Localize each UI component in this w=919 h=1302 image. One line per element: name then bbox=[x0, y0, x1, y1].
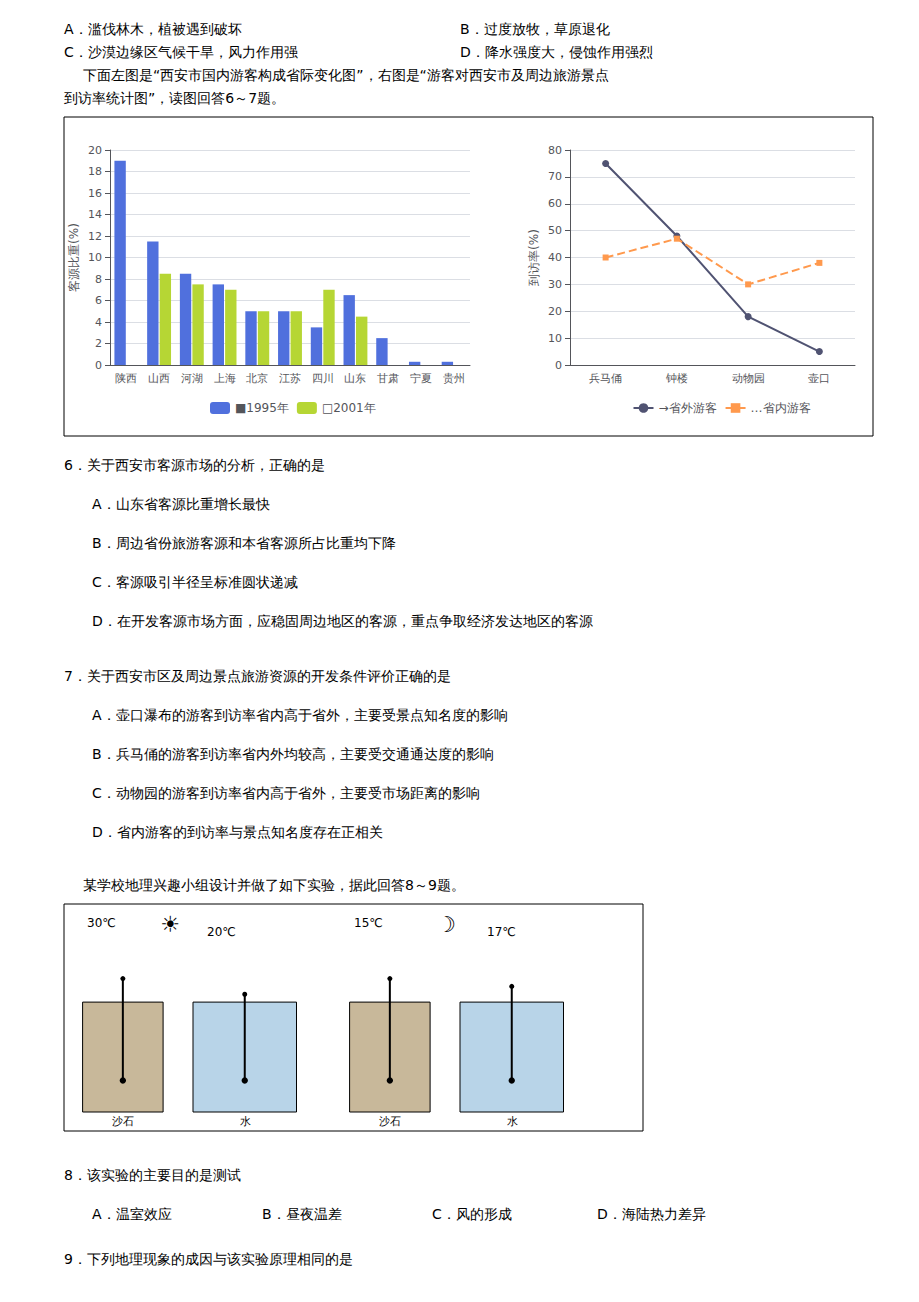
svg-text:沙石: 沙石 bbox=[112, 1115, 134, 1128]
svg-text:北京: 北京 bbox=[246, 372, 268, 385]
svg-text:壶口: 壶口 bbox=[808, 372, 830, 385]
svg-text:20℃: 20℃ bbox=[207, 925, 236, 939]
svg-text:C．沙漠边缘区气候干旱，风力作用强: C．沙漠边缘区气候干旱，风力作用强 bbox=[64, 44, 298, 60]
svg-text:B．兵马俑的游客到访率省内外均较高，主要受交通通达度的影响: B．兵马俑的游客到访率省内外均较高，主要受交通通达度的影响 bbox=[92, 746, 494, 762]
svg-text:陕西: 陕西 bbox=[115, 372, 137, 385]
svg-text:D．省内游客的到访率与景点知名度存在正相关: D．省内游客的到访率与景点知名度存在正相关 bbox=[92, 824, 383, 840]
svg-text:河湖: 河湖 bbox=[181, 372, 203, 385]
svg-text:贵州: 贵州 bbox=[443, 372, 465, 385]
svg-text:下面左图是“西安市国内游客构成省际变化图”，右图是“游客对西: 下面左图是“西安市国内游客构成省际变化图”，右图是“游客对西安市及周边旅游景点 bbox=[83, 67, 609, 83]
svg-text:D．海陆热力差异: D．海陆热力差异 bbox=[597, 1206, 706, 1222]
svg-text:0: 0 bbox=[555, 359, 562, 372]
svg-text:山东: 山东 bbox=[344, 372, 366, 385]
svg-text:18: 18 bbox=[88, 165, 102, 178]
svg-text:☀: ☀ bbox=[160, 912, 180, 937]
svg-text:D．在开发客源市场方面，应稳固周边地区的客源，重点争取经济发: D．在开发客源市场方面，应稳固周边地区的客源，重点争取经济发达地区的客源 bbox=[92, 613, 593, 629]
svg-text:14: 14 bbox=[88, 208, 102, 221]
svg-text:17℃: 17℃ bbox=[487, 925, 516, 939]
svg-text:10: 10 bbox=[88, 251, 102, 264]
svg-text:80: 80 bbox=[548, 144, 562, 157]
svg-text:水: 水 bbox=[240, 1115, 251, 1128]
svg-text:上海: 上海 bbox=[214, 372, 236, 385]
svg-text:钟楼: 钟楼 bbox=[665, 372, 688, 385]
svg-text:沙石: 沙石 bbox=[379, 1115, 401, 1128]
svg-text:D．降水强度大，侵蚀作用强烈: D．降水强度大，侵蚀作用强烈 bbox=[460, 44, 653, 60]
svg-text:8: 8 bbox=[95, 273, 102, 286]
svg-text:客源比重(%): 客源比重(%) bbox=[67, 223, 81, 292]
svg-text:30: 30 bbox=[548, 278, 562, 291]
svg-text:四川: 四川 bbox=[312, 372, 334, 385]
svg-text:动物园: 动物园 bbox=[732, 372, 765, 385]
svg-text:山西: 山西 bbox=[148, 372, 170, 385]
svg-text:4: 4 bbox=[95, 316, 102, 329]
svg-text:B．过度放牧，草原退化: B．过度放牧，草原退化 bbox=[460, 21, 610, 37]
svg-text:40: 40 bbox=[548, 251, 562, 264]
svg-text:A．壶口瀑布的游客到访率省内高于省外，主要受景点知名度的影响: A．壶口瀑布的游客到访率省内高于省外，主要受景点知名度的影响 bbox=[92, 707, 508, 723]
svg-text:7．关于西安市区及周边景点旅游资源的开发条件评价正确的是: 7．关于西安市区及周边景点旅游资源的开发条件评价正确的是 bbox=[64, 668, 451, 684]
svg-text:C．客源吸引半径呈标准圆状递减: C．客源吸引半径呈标准圆状递减 bbox=[92, 574, 298, 590]
svg-text:到访率(%): 到访率(%) bbox=[527, 229, 541, 286]
svg-text:□2001年: □2001年 bbox=[322, 401, 376, 415]
svg-text:B．周边省份旅游客源和本省客源所占比重均下降: B．周边省份旅游客源和本省客源所占比重均下降 bbox=[92, 535, 396, 551]
svg-text:水: 水 bbox=[507, 1115, 518, 1128]
svg-text:某学校地理兴趣小组设计并做了如下实验，据此回答8～9题。: 某学校地理兴趣小组设计并做了如下实验，据此回答8～9题。 bbox=[83, 877, 465, 893]
svg-text:B．昼夜温差: B．昼夜温差 bbox=[262, 1206, 342, 1222]
svg-text:6: 6 bbox=[95, 294, 102, 307]
svg-text:70: 70 bbox=[548, 170, 562, 183]
svg-text:12: 12 bbox=[88, 230, 102, 243]
svg-text:A．滥伐林木，植被遇到破坏: A．滥伐林木，植被遇到破坏 bbox=[64, 21, 242, 37]
svg-text:60: 60 bbox=[548, 197, 562, 210]
svg-text:10: 10 bbox=[548, 332, 562, 345]
svg-text:到访率统计图”，读图回答6～7题。: 到访率统计图”，读图回答6～7题。 bbox=[64, 90, 285, 106]
svg-text:A．山东省客源比重增长最快: A．山东省客源比重增长最快 bbox=[92, 496, 270, 512]
svg-text:甘肃: 甘肃 bbox=[377, 372, 399, 385]
svg-text:0: 0 bbox=[95, 359, 102, 372]
svg-text:C．风的形成: C．风的形成 bbox=[432, 1206, 512, 1222]
svg-text:→省外游客: →省外游客 bbox=[659, 401, 717, 415]
svg-text:兵马俑: 兵马俑 bbox=[589, 372, 622, 385]
svg-text:50: 50 bbox=[548, 224, 562, 237]
svg-text:16: 16 bbox=[88, 187, 102, 200]
svg-text:江苏: 江苏 bbox=[279, 372, 301, 385]
svg-text:■1995年: ■1995年 bbox=[235, 401, 289, 415]
svg-text:☽: ☽ bbox=[436, 912, 456, 937]
svg-text:…省内游客: …省内游客 bbox=[751, 401, 811, 415]
svg-text:15℃: 15℃ bbox=[354, 916, 383, 930]
svg-text:30℃: 30℃ bbox=[87, 916, 116, 930]
svg-text:20: 20 bbox=[88, 144, 102, 157]
svg-text:8．该实验的主要目的是测试: 8．该实验的主要目的是测试 bbox=[64, 1167, 241, 1183]
svg-text:A．温室效应: A．温室效应 bbox=[92, 1206, 172, 1222]
svg-text:C．动物园的游客到访率省内高于省外，主要受市场距离的影响: C．动物园的游客到访率省内高于省外，主要受市场距离的影响 bbox=[92, 785, 480, 801]
svg-text:宁夏: 宁夏 bbox=[410, 372, 432, 385]
svg-text:20: 20 bbox=[548, 305, 562, 318]
svg-text:2: 2 bbox=[95, 337, 102, 350]
svg-text:6．关于西安市客源市场的分析，正确的是: 6．关于西安市客源市场的分析，正确的是 bbox=[64, 457, 325, 473]
svg-text:9．下列地理现象的成因与该实验原理相同的是: 9．下列地理现象的成因与该实验原理相同的是 bbox=[64, 1251, 353, 1267]
